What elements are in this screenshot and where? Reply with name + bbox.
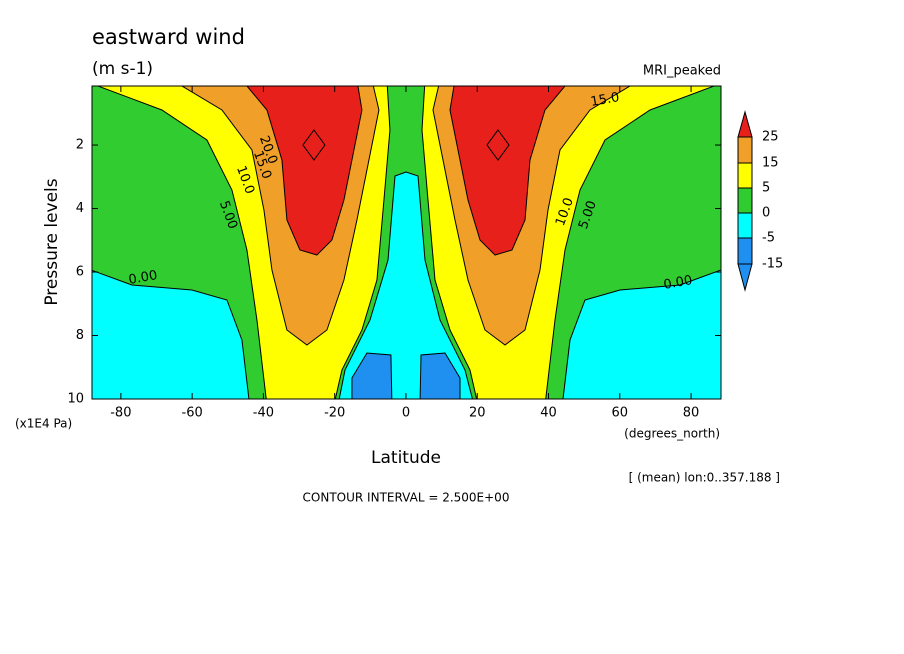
colorbar-box [737, 237, 753, 265]
region-peak [486, 129, 510, 161]
colorbar-label: -5 [762, 231, 775, 246]
contour-note: CONTOUR INTERVAL = 2.500E+00 [303, 491, 510, 505]
colorbar-box [737, 187, 753, 214]
region-neg15-neg5 [419, 352, 461, 399]
colorbar-label: 25 [762, 130, 779, 145]
colorbar-top [737, 110, 753, 138]
colorbar-box [737, 212, 753, 239]
y-tick-label: 6 [76, 265, 84, 280]
region-neg5-0 [562, 269, 721, 399]
y-tick-label: 8 [76, 328, 84, 343]
y-tick-label: 10 [67, 392, 84, 407]
region-neg5-0 [92, 269, 250, 399]
colorbar-box [737, 136, 753, 164]
y-tick-label: 2 [76, 138, 84, 153]
colorbar-label: 0 [762, 206, 770, 221]
contour-label: 15.0 [589, 90, 620, 110]
colorbar-box [737, 162, 753, 189]
y-units: (x1E4 Pa) [15, 417, 72, 431]
dataset-label: MRI_peaked [643, 64, 721, 79]
colorbar-label: -15 [762, 257, 783, 272]
x-tick-label: -80 [110, 406, 131, 421]
y-axis-label: Pressure levels [42, 178, 62, 305]
colorbar-label: 5 [762, 181, 770, 196]
x-tick-label: -60 [182, 406, 203, 421]
chart-subtitle: (m s-1) [92, 59, 153, 79]
colorbar-bottom [737, 263, 753, 292]
region-peak [302, 129, 326, 161]
chart-title: eastward wind [92, 25, 245, 49]
region-neg15-neg5 [351, 352, 393, 399]
x-tick-label: 40 [540, 406, 557, 421]
contour-label: 0.00 [127, 268, 158, 288]
region-neg5-0 [338, 171, 473, 399]
region-above-25 [246, 86, 363, 256]
contour-field [92, 86, 721, 399]
x-tick-label: -20 [324, 406, 345, 421]
contour-label: 0.00 [662, 273, 693, 293]
x-tick-label: 60 [612, 406, 629, 421]
x-axis-label: Latitude [371, 448, 441, 468]
x-tick-label: 20 [469, 406, 486, 421]
footer-note: [ (mean) lon:0..357.188 ] [629, 471, 780, 485]
x-tick-label: 0 [402, 406, 410, 421]
plot-frame [91, 85, 722, 400]
region-above-25 [449, 86, 566, 256]
x-tick-label: 80 [683, 406, 700, 421]
x-tick-label: -40 [253, 406, 274, 421]
x-units: (degrees_north) [624, 427, 720, 441]
y-tick-label: 4 [76, 201, 84, 216]
colorbar-label: 15 [762, 156, 779, 171]
